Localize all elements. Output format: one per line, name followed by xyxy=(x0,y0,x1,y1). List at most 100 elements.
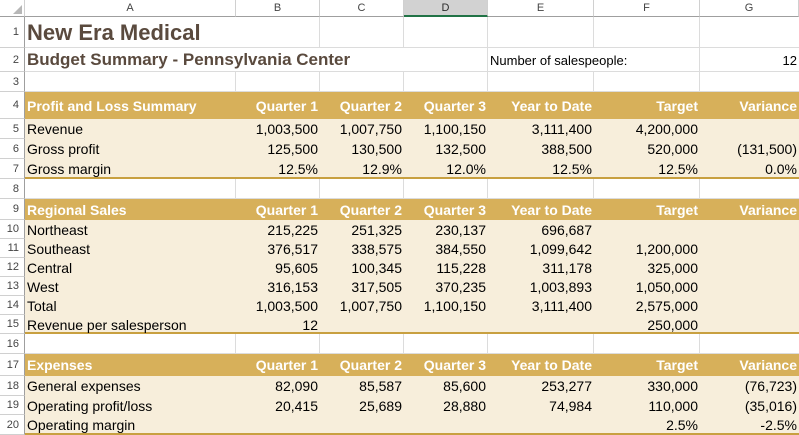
row-header-12[interactable]: 12 xyxy=(0,258,25,277)
value-cell: 1,003,893 xyxy=(529,278,592,295)
row-header-2[interactable]: 2 xyxy=(0,48,25,72)
value-cell: 85,587 xyxy=(359,378,402,394)
gridline xyxy=(403,334,404,354)
gridline xyxy=(699,17,700,48)
value-cell: 317,505 xyxy=(351,278,402,295)
row-header-6[interactable]: 6 xyxy=(0,139,25,159)
value-cell: 1,003,500 xyxy=(255,297,318,314)
value-cell: 95,605 xyxy=(275,259,318,276)
data-row-7 xyxy=(25,159,799,179)
column-title-quarter-3: Quarter 3 xyxy=(423,97,486,114)
data-row-15 xyxy=(25,315,799,334)
column-title-target: Target xyxy=(656,357,698,373)
value-cell: 110,000 xyxy=(648,397,698,414)
value-cell: 1,200,000 xyxy=(635,240,698,257)
value-cell: 85,600 xyxy=(443,378,486,394)
row-label: Total xyxy=(27,297,57,314)
gridline xyxy=(235,334,236,354)
row-header-9[interactable]: 9 xyxy=(0,199,25,220)
value-cell: (35,016) xyxy=(744,397,797,414)
row-label: West xyxy=(27,278,59,295)
salespeople-label: Number of salespeople: xyxy=(490,52,628,68)
data-row-19 xyxy=(25,396,799,415)
row-header-7[interactable]: 7 xyxy=(0,159,25,179)
sheet-row-1 xyxy=(25,17,799,48)
column-title-variance: Variance xyxy=(739,97,797,114)
value-cell: 0.0% xyxy=(765,161,797,177)
row-header-5[interactable]: 5 xyxy=(0,119,25,139)
row-label: Operating profit/loss xyxy=(27,397,153,414)
value-cell: 215,225 xyxy=(267,221,318,238)
column-title-quarter-3: Quarter 3 xyxy=(423,201,486,218)
value-cell: 384,550 xyxy=(435,240,486,257)
value-cell: 251,325 xyxy=(351,221,402,238)
row-header-1[interactable]: 1 xyxy=(0,17,25,48)
column-title-target: Target xyxy=(656,97,698,114)
row-header-15[interactable]: 15 xyxy=(0,315,25,334)
select-all-corner[interactable] xyxy=(0,0,25,17)
column-title-year-to-date: Year to Date xyxy=(511,97,592,114)
column-header-e[interactable]: E xyxy=(488,0,594,17)
section-heading-expenses: Expenses xyxy=(27,357,93,373)
column-title-quarter-3: Quarter 3 xyxy=(423,357,486,373)
column-header-b[interactable]: B xyxy=(236,0,320,17)
sheet-row-2 xyxy=(25,48,799,72)
row-label: Operating margin xyxy=(27,417,136,433)
value-cell: 370,235 xyxy=(435,278,486,295)
value-cell: 28,880 xyxy=(443,397,486,414)
value-cell: 2,575,000 xyxy=(635,297,698,314)
gridline xyxy=(593,17,594,48)
column-header-a[interactable]: A xyxy=(25,0,236,17)
section-header-row-17 xyxy=(25,354,799,376)
column-header-g[interactable]: G xyxy=(700,0,799,17)
column-title-quarter-2: Quarter 2 xyxy=(339,97,402,114)
value-cell: 230,137 xyxy=(435,221,486,238)
column-header-f[interactable]: F xyxy=(594,0,700,17)
row-header-16[interactable]: 16 xyxy=(0,334,25,354)
data-row-11 xyxy=(25,239,799,258)
gridline xyxy=(403,179,404,199)
row-header-3[interactable]: 3 xyxy=(0,72,25,92)
row-header-10[interactable]: 10 xyxy=(0,220,25,239)
value-cell: 12.5% xyxy=(278,161,318,177)
row-header-14[interactable]: 14 xyxy=(0,296,25,315)
row-header-20[interactable]: 20 xyxy=(0,415,25,435)
value-cell: 696,687 xyxy=(541,221,592,238)
value-cell: 325,000 xyxy=(647,259,698,276)
data-row-18 xyxy=(25,376,799,396)
row-header-11[interactable]: 11 xyxy=(0,239,25,258)
value-cell: 3,111,400 xyxy=(531,121,592,137)
gridline xyxy=(487,17,488,48)
value-cell: 1,007,750 xyxy=(339,121,402,137)
row-header-8[interactable]: 8 xyxy=(0,179,25,199)
row-header-13[interactable]: 13 xyxy=(0,277,25,296)
gridline xyxy=(699,179,700,199)
value-cell: 12.5% xyxy=(658,161,698,177)
value-cell: 250,000 xyxy=(647,316,698,333)
row-label: Gross profit xyxy=(27,141,100,157)
row-header-17[interactable]: 17 xyxy=(0,354,25,376)
row-header-18[interactable]: 18 xyxy=(0,376,25,396)
sheet-row-16 xyxy=(25,334,799,354)
section-header-row-9 xyxy=(25,199,799,220)
data-row-5 xyxy=(25,119,799,139)
value-cell: 311,178 xyxy=(542,259,592,276)
row-label: Revenue per salesperson xyxy=(27,316,187,333)
salespeople-value: 12 xyxy=(782,52,797,68)
value-cell: 25,689 xyxy=(359,397,402,414)
column-header-c[interactable]: C xyxy=(320,0,404,17)
value-cell: 12 xyxy=(302,316,318,333)
value-cell: 520,000 xyxy=(647,141,698,157)
value-cell: 12.5% xyxy=(552,161,592,177)
row-header-19[interactable]: 19 xyxy=(0,396,25,415)
row-header-4[interactable]: 4 xyxy=(0,92,25,119)
value-cell: 1,099,642 xyxy=(529,240,592,257)
value-cell: 316,153 xyxy=(267,278,318,295)
column-header-d[interactable]: D xyxy=(404,0,488,17)
value-cell: 132,500 xyxy=(435,141,486,157)
data-row-14 xyxy=(25,296,799,315)
value-cell: -2.5% xyxy=(760,417,797,433)
value-cell: 4,200,000 xyxy=(635,121,698,137)
value-cell: 388,500 xyxy=(541,141,592,157)
